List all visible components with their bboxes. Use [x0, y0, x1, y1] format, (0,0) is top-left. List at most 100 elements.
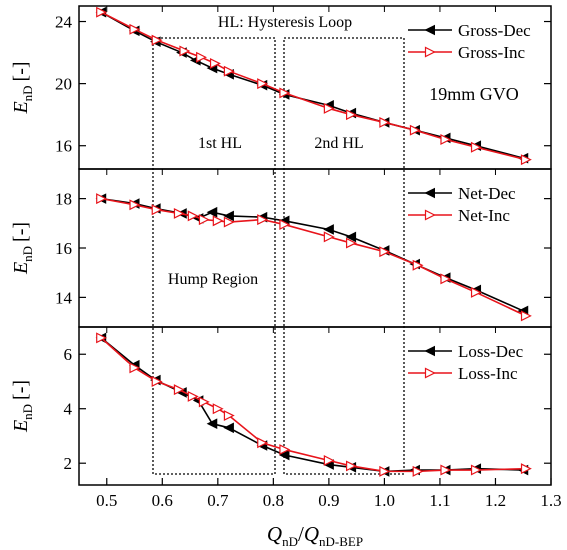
- y-tick-label: 6: [64, 345, 73, 364]
- data-point: [379, 246, 391, 258]
- legend-marker: [424, 46, 436, 58]
- data-point: [470, 464, 482, 476]
- legend-marker: [424, 367, 436, 379]
- data-point: [206, 418, 218, 430]
- data-point: [151, 204, 163, 216]
- x-tick-label: 1.1: [429, 491, 450, 510]
- data-point: [278, 449, 290, 461]
- data-point: [223, 210, 234, 222]
- y-axis-label-sub: nD: [20, 85, 35, 101]
- x-label-den-sub: nD-BEP: [319, 534, 363, 549]
- second-hl-label: 2nd HL: [314, 135, 363, 152]
- data-point: [323, 455, 335, 466]
- data-point: [257, 214, 269, 226]
- panel-gross: 16 20 24 EnD [-] Gross-Dec Gross-Inc: [10, 6, 551, 166]
- x-tick-label: 1.3: [540, 491, 561, 510]
- data-point: [409, 124, 421, 136]
- legend-label: Loss-Dec: [458, 342, 524, 361]
- data-point: [345, 231, 357, 243]
- data-point: [209, 57, 221, 69]
- data-point: [520, 463, 532, 475]
- y-axis-label-sub: nD: [20, 404, 35, 420]
- data-point: [151, 34, 163, 46]
- data-point: [151, 376, 163, 387]
- data-point: [223, 216, 235, 228]
- data-point: [212, 215, 224, 227]
- data-point: [129, 199, 141, 211]
- data-point: [223, 65, 235, 77]
- y-axis-label-sub: nD: [20, 246, 35, 262]
- legend-label: Loss-Inc: [458, 364, 518, 383]
- x-tick-label: 1.2: [485, 491, 506, 510]
- x-tick-label: 0.7: [207, 491, 229, 510]
- data-point: [412, 259, 424, 271]
- x-label-sep: /: [298, 522, 304, 546]
- data-point: [96, 6, 108, 18]
- y-axis-label-unit: [-]: [10, 222, 32, 242]
- legend-label: Gross-Inc: [458, 43, 525, 62]
- data-point: [198, 396, 210, 408]
- data-point: [440, 464, 452, 476]
- panel-loss: 2 4 6 EnD [-] Loss-Dec Loss-Inc: [10, 332, 551, 477]
- data-point: [279, 219, 291, 231]
- data-point: [379, 116, 391, 128]
- data-point: [187, 210, 199, 222]
- x-tick-label: 0.5: [96, 491, 117, 510]
- data-point: [173, 384, 185, 396]
- data-point: [379, 465, 391, 477]
- data-point: [520, 154, 532, 166]
- data-point: [279, 444, 291, 456]
- y-tick-label: 2: [64, 454, 73, 473]
- data-point: [323, 224, 334, 235]
- data-point: [173, 207, 185, 219]
- y-axis-label-unit: [-]: [10, 61, 32, 81]
- series-line-gross-inc: [100, 11, 527, 161]
- legend-marker: [424, 345, 435, 357]
- data-point: [279, 87, 291, 99]
- y-tick-label: 16: [55, 239, 72, 258]
- data-point: [196, 51, 208, 63]
- data-point: [179, 45, 191, 57]
- data-point: [206, 206, 218, 218]
- y-tick-label: 18: [55, 190, 72, 209]
- data-point: [129, 362, 141, 374]
- legend-marker: [424, 187, 435, 199]
- y-tick-label: 4: [64, 400, 73, 419]
- legend-label: Gross-Dec: [458, 21, 531, 40]
- data-point: [187, 390, 199, 402]
- data-point: [412, 465, 424, 477]
- legend-marker: [424, 24, 435, 36]
- data-point: [470, 286, 482, 298]
- x-tick-label: 0.9: [318, 491, 339, 510]
- y-tick-label: 24: [55, 13, 73, 32]
- x-tick-label: 0.8: [263, 491, 284, 510]
- data-point: [345, 237, 357, 249]
- second-hl-region-box: [283, 37, 405, 475]
- y-axis-label-unit: [-]: [10, 380, 32, 400]
- data-point: [440, 273, 452, 285]
- data-point: [257, 437, 269, 449]
- hump-region-label: Hump Region: [168, 271, 258, 288]
- y-axis-label: EnD [-]: [10, 61, 35, 114]
- data-point: [345, 109, 357, 121]
- legend-marker: [424, 209, 436, 221]
- panel-frame-loss: [78, 326, 552, 486]
- data-point: [323, 231, 335, 243]
- y-tick-label: 16: [55, 137, 72, 156]
- data-point: [323, 102, 335, 114]
- y-axis-label-main: E: [10, 101, 32, 114]
- data-point: [223, 410, 235, 422]
- data-point: [470, 141, 482, 153]
- x-label-main-sub: nD: [282, 534, 298, 549]
- legend-label: Net-Inc: [458, 206, 510, 225]
- data-point: [257, 78, 269, 90]
- y-axis-label-main: E: [10, 262, 32, 275]
- data-point: [129, 23, 141, 35]
- x-tick-label: 1.0: [374, 491, 395, 510]
- panel-net: 14 16 18 EnD [-] Net-Dec Net-Inc: [10, 184, 551, 322]
- legend-label: Net-Dec: [458, 184, 516, 203]
- y-tick-label: 20: [55, 75, 72, 94]
- y-tick-label: 14: [55, 288, 73, 307]
- data-point: [198, 214, 210, 226]
